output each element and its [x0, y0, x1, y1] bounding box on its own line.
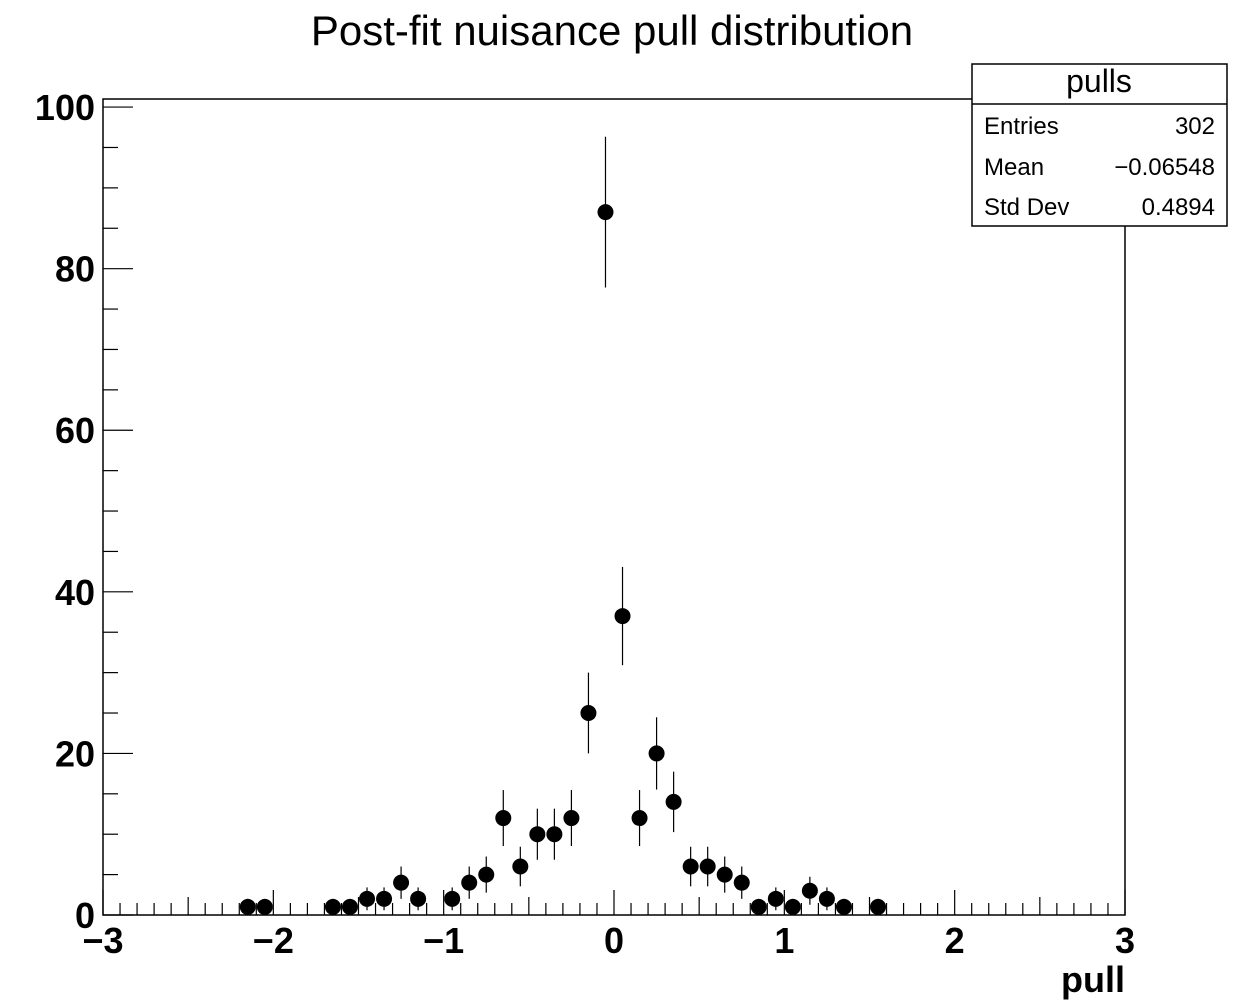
data-point: [631, 810, 648, 827]
data-point: [529, 826, 546, 843]
data-point: [767, 890, 784, 907]
x-tick-label: −1: [423, 920, 464, 961]
stats-box: pulls Entries 302 Mean −0.06548 Std Dev …: [971, 63, 1228, 227]
y-axis: 0 20 40 60 80 100: [35, 87, 133, 936]
data-point: [597, 204, 614, 221]
data-point: [461, 874, 478, 891]
data-point: [716, 866, 733, 883]
x-tick-label: 0: [604, 920, 624, 961]
data-point: [699, 858, 716, 875]
x-tick-label: 2: [945, 920, 965, 961]
stats-box-title: pulls: [1066, 63, 1132, 99]
data-point: [733, 874, 750, 891]
data-point: [563, 810, 580, 827]
data-point: [546, 826, 563, 843]
x-tick-label: −3: [82, 920, 123, 961]
stats-entries-label: Entries: [984, 113, 1059, 140]
chart-title: Post-fit nuisance pull distribution: [311, 7, 913, 54]
stats-box-frame: [971, 63, 1228, 227]
y-tick-label: 80: [55, 249, 95, 290]
y-tick-label: 100: [35, 87, 95, 128]
y-tick-label: 0: [75, 895, 95, 936]
data-point: [682, 858, 699, 875]
x-tick-label: 3: [1115, 920, 1135, 961]
y-tick-label: 40: [55, 572, 95, 613]
data-point: [614, 608, 631, 625]
y-tick-label: 60: [55, 410, 95, 451]
data-point: [410, 890, 427, 907]
stats-entries-value: 302: [1175, 113, 1215, 140]
y-tick-label: 20: [55, 733, 95, 774]
data-point: [376, 890, 393, 907]
data-point: [750, 898, 767, 915]
data-point: [801, 882, 818, 899]
x-tick-label: −2: [253, 920, 294, 961]
data-point: [818, 890, 835, 907]
data-point: [512, 858, 529, 875]
stats-stddev-value: 0.4894: [1142, 194, 1215, 221]
data-point: [478, 866, 495, 883]
data-point: [648, 745, 665, 762]
stats-mean-label: Mean: [984, 154, 1044, 181]
data-point: [495, 810, 512, 827]
data-point: [870, 898, 887, 915]
x-axis: −3 −2 −1 0 1 2 3: [82, 890, 1135, 961]
data-point: [580, 705, 597, 722]
data-point: [324, 898, 341, 915]
x-tick-label: 1: [774, 920, 794, 961]
stats-mean-value: −0.06548: [1114, 154, 1215, 181]
data-point: [784, 898, 801, 915]
data-point: [239, 898, 256, 915]
data-point: [341, 898, 358, 915]
data-points: [239, 136, 887, 915]
data-point: [665, 793, 682, 810]
x-axis-title: pull: [1061, 959, 1125, 1000]
stats-stddev-label: Std Dev: [984, 194, 1069, 221]
data-point: [256, 898, 273, 915]
data-point: [835, 898, 852, 915]
data-point: [444, 890, 461, 907]
data-point: [359, 890, 376, 907]
data-point: [393, 874, 410, 891]
